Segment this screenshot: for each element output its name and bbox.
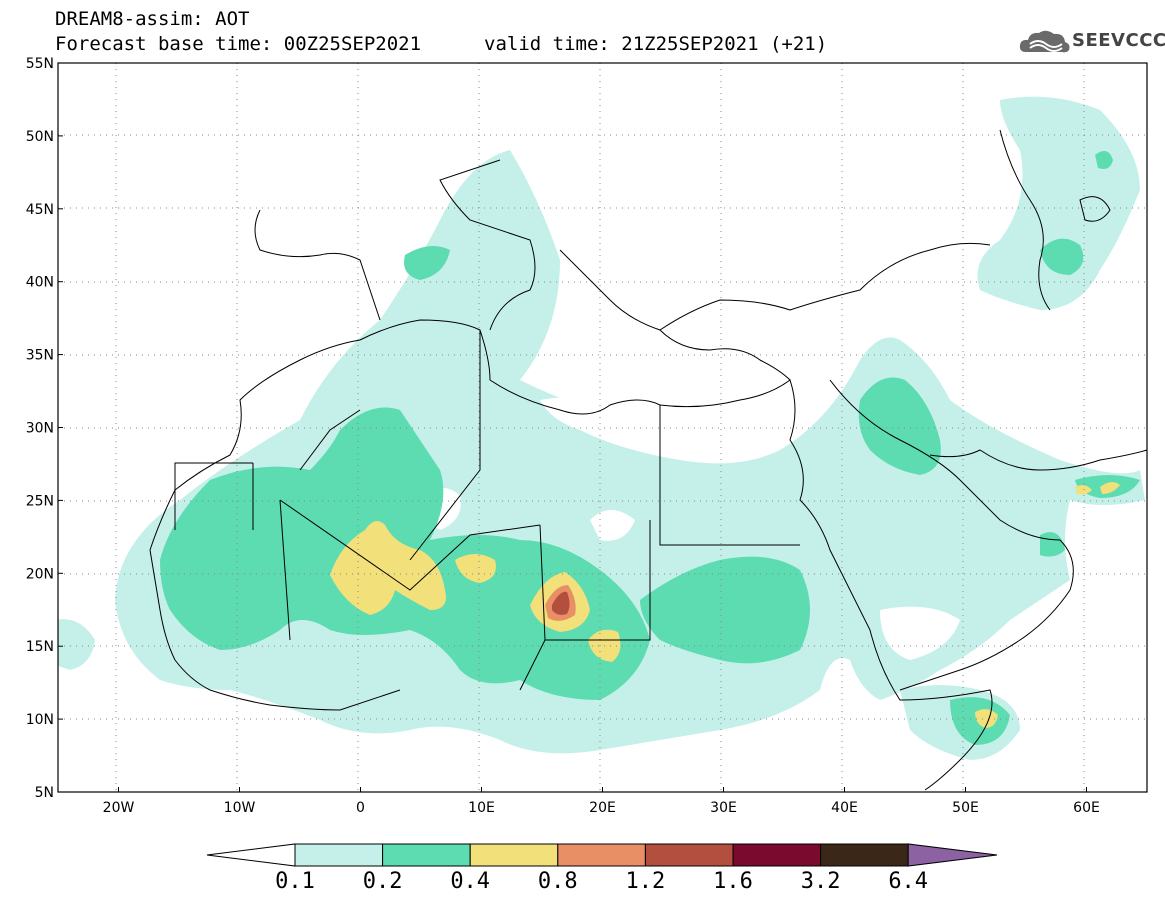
colorbar-label: 3.2 [801,869,841,894]
colorbar-segment [557,843,646,867]
aot-level-0.4 [975,709,998,728]
aot-level-0.4 [455,554,496,583]
colorbar-segment [382,843,471,867]
longitude-labels: 20W 10W 0 10E 20E 30E 40E 50E 60E [103,787,1100,816]
aot-level-0.4 [1100,481,1120,494]
lat-tick-label: 15N [26,639,54,655]
aot-gap [880,606,960,660]
lon-tick-label: 10W [224,800,256,816]
colorbar-label: 1.2 [626,869,666,894]
lat-tick-label: 40N [26,275,54,291]
valid-time: valid time: 21Z25SEP2021 (+21) [484,33,828,55]
colorbar-label: 6.4 [888,869,928,894]
lat-tick-label: 50N [26,129,54,145]
aot-field [58,96,1145,760]
aot-level-0.2 [1040,532,1065,557]
colorbar-under-arrow [206,843,296,867]
lon-tick-label: 30E [710,800,737,816]
colorbar-segment [294,843,384,867]
coastlines [149,129,1147,791]
lat-tick-label: 20N [26,566,54,582]
colorbar-segment [732,843,822,867]
latitude-labels: 5N 10N 15N 20N 25N 30N 35N 40N 45N 50N 55N [26,56,63,801]
lon-tick-label: 0 [356,800,365,816]
aot-level-0.1 [977,96,1140,311]
aot-level-0.2 [1040,238,1084,275]
map-title: DREAM8-assim: AOT [55,8,250,30]
aot-level-0.1 [58,619,95,670]
lat-tick-label: 10N [26,712,54,728]
colorbar-label: 1.6 [713,869,753,894]
aot-level-0.4 [330,521,446,615]
seevccc-logo: SEEVCCC [1018,26,1165,56]
colorbar-label: 0.8 [538,869,578,894]
lat-tick-label: 30N [26,421,54,437]
lat-tick-label: 55N [26,56,54,72]
cloud-logo-icon [1019,30,1070,53]
lon-tick-label: 60E [1073,800,1100,816]
lat-tick-label: 25N [26,493,54,509]
lon-tick-label: 50E [952,800,979,816]
lon-tick-label: 20W [103,800,135,816]
colorbar-segment [644,843,734,867]
lon-tick-label: 10E [468,800,495,816]
aot-level-1.2 [552,591,570,615]
colorbar-segment [469,843,559,867]
colorbar-label: 0.1 [275,869,315,894]
colorbar-over-arrow [907,843,998,867]
lon-tick-label: 20E [589,800,616,816]
colorbar-label: 0.4 [450,869,490,894]
lat-tick-label: 45N [26,202,54,218]
colorbar: 0.1 0.2 0.4 0.8 1.2 1.6 3.2 6.4 [206,843,998,894]
lat-tick-label: 5N [35,785,54,801]
forecast-base-time: Forecast base time: 00Z25SEP2021 [55,33,422,55]
logo-text: SEEVCCC [1072,30,1165,51]
lon-tick-label: 40E [831,800,858,816]
colorbar-label: 0.2 [363,869,403,894]
aot-level-0.2 [404,246,450,280]
colorbar-segment [820,843,909,867]
aot-level-0.2 [640,556,810,664]
aot-level-0.2 [1095,151,1113,169]
lat-tick-label: 35N [26,348,54,364]
aot-gap [590,510,635,541]
